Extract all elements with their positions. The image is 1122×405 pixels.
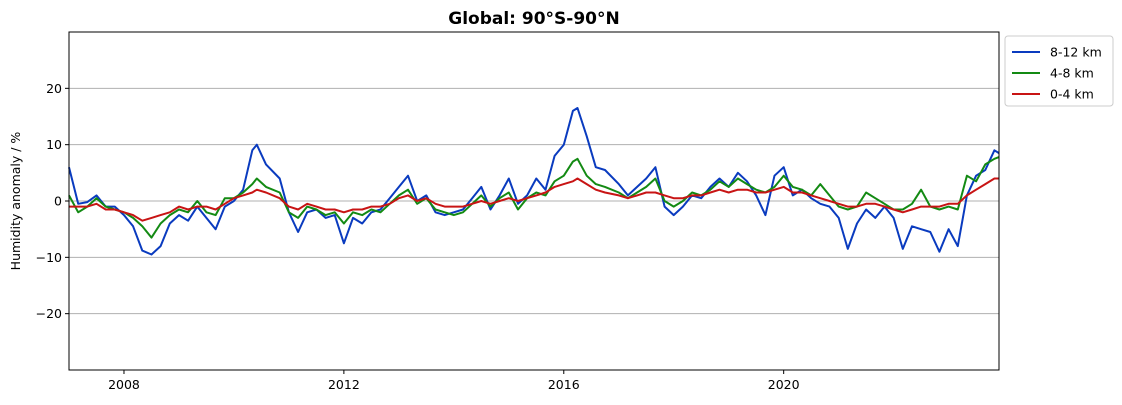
x-tick-label: 2008	[108, 377, 140, 392]
series-line-4-8-km	[68, 156, 1000, 239]
legend: 8-12 km 4-8 km 0-4 km	[1004, 35, 1114, 107]
x-tick-label: 2016	[548, 377, 580, 392]
y-tick-label: 10	[46, 137, 62, 152]
legend-label: 8-12 km	[1050, 45, 1102, 60]
legend-box	[1004, 35, 1114, 107]
series-line-8-12-km	[68, 107, 1000, 256]
x-tick-label: 2020	[768, 377, 800, 392]
x-axis-ticks: 2008 2012 2016 2020	[108, 370, 800, 392]
y-tick-label: −10	[36, 250, 62, 265]
y-tick-label: 20	[46, 81, 62, 96]
y-tick-label: −20	[36, 306, 62, 321]
legend-label: 0-4 km	[1050, 87, 1094, 102]
y-tick-label: 0	[54, 194, 62, 209]
y-axis-ticks: −20 −10 0 10 20	[36, 81, 69, 321]
chart-title: Global: 90°S-90°N	[448, 9, 620, 29]
legend-label: 4-8 km	[1050, 66, 1094, 81]
x-tick-label: 2012	[328, 377, 360, 392]
series-layer	[68, 107, 1000, 256]
series-line-0-4-km	[69, 177, 999, 222]
y-axis-label: Humidity anomaly / %	[8, 132, 23, 271]
